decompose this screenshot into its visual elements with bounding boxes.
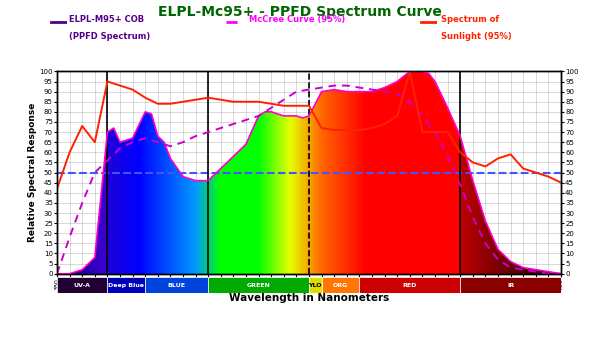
Y-axis label: Relative Spectral Response: Relative Spectral Response (28, 103, 37, 242)
Bar (57, 277, 107, 293)
Bar (322, 277, 359, 293)
Text: UV-A: UV-A (74, 283, 91, 288)
Text: McCree Curve (95%): McCree Curve (95%) (249, 15, 345, 24)
Bar (107, 277, 145, 293)
Text: ELPL-Mc95+ - PPFD Spectrum Curve: ELPL-Mc95+ - PPFD Spectrum Curve (158, 5, 442, 19)
Text: IR: IR (507, 283, 514, 288)
Text: RED: RED (403, 283, 417, 288)
Text: GREEN: GREEN (247, 283, 271, 288)
Bar (359, 277, 460, 293)
Bar (145, 277, 208, 293)
Text: BLUE: BLUE (168, 283, 186, 288)
Text: Spectrum of: Spectrum of (441, 15, 499, 24)
Text: (PPFD Spectrum): (PPFD Spectrum) (69, 32, 150, 40)
Bar (460, 277, 561, 293)
Bar (309, 277, 322, 293)
Text: Sunlight (95%): Sunlight (95%) (441, 32, 512, 40)
Text: Deep Blue: Deep Blue (109, 283, 145, 288)
Bar (208, 277, 309, 293)
Text: ELPL-M95+ COB: ELPL-M95+ COB (69, 15, 144, 24)
Text: ORG: ORG (333, 283, 348, 288)
Text: YLO: YLO (308, 283, 322, 288)
X-axis label: Wavelength in Nanometers: Wavelength in Nanometers (229, 292, 389, 303)
